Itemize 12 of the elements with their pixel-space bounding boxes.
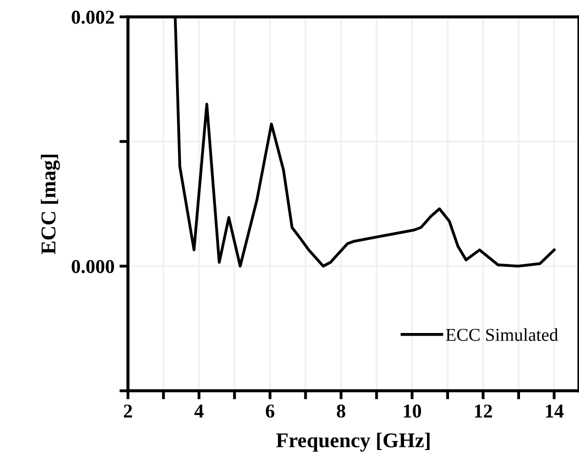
x-tick-label: 14 — [546, 404, 564, 418]
x-axis-title: Frequency [GHz] — [276, 432, 430, 452]
legend-label: ECC Simulated — [446, 328, 558, 341]
x-tick-label: 4 — [194, 404, 204, 418]
y-axis-title: ECC [mag] — [40, 154, 60, 254]
x-tick-label: 8 — [336, 404, 346, 418]
y-tick-label: 0.002 — [72, 10, 114, 24]
x-tick-label: 10 — [404, 404, 422, 418]
x-tick-label: 6 — [266, 404, 274, 418]
x-tick-label: 12 — [474, 404, 492, 418]
x-tick-label: 2 — [124, 404, 132, 418]
y-tick-label: 0.000 — [72, 260, 114, 274]
